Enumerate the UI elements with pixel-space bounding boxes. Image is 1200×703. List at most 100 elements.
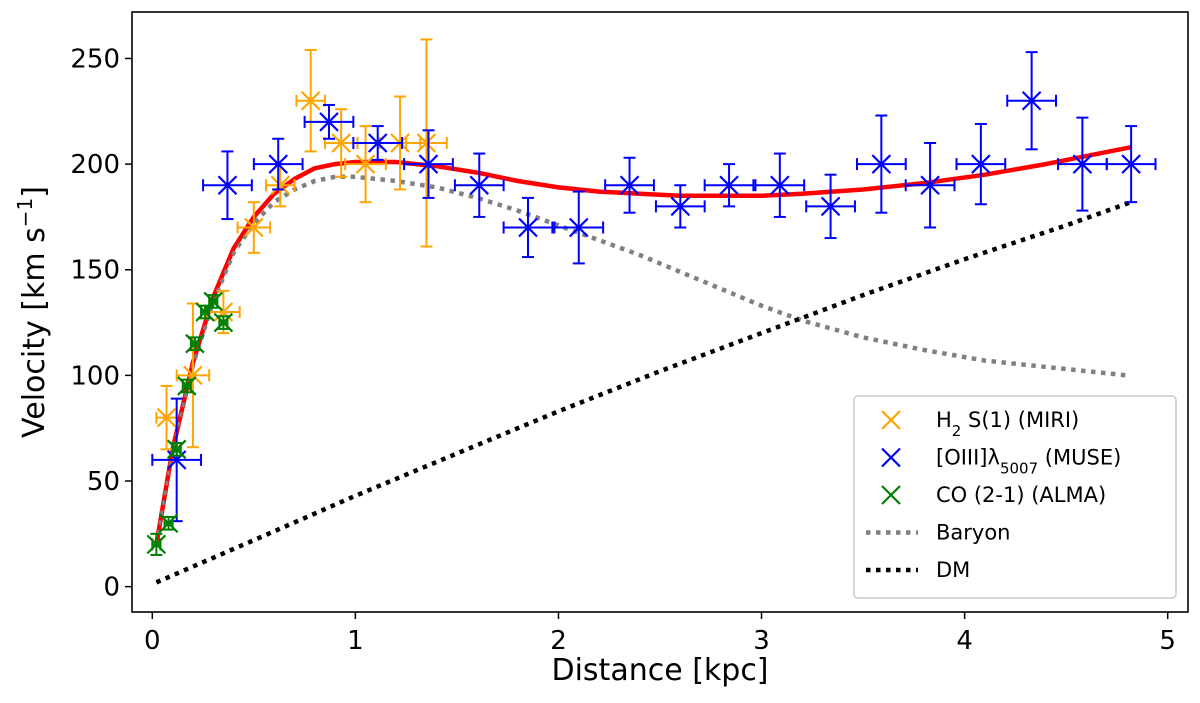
x-tick-label: 3: [753, 626, 770, 656]
legend-label: DM: [936, 558, 970, 582]
data-point: [855, 114, 907, 214]
data-point: [453, 152, 505, 218]
data-point: [166, 439, 187, 460]
y-tick-label: 50: [87, 467, 120, 497]
x-marker: [195, 302, 215, 322]
legend-label-main: CO (2-1) (ALMA): [936, 483, 1106, 507]
data-point: [553, 190, 605, 265]
legend-label-main: H: [936, 408, 952, 432]
series-h2-s-1-miri-: [155, 38, 448, 451]
x-marker: [1121, 154, 1141, 174]
data-point: [303, 103, 355, 140]
x-marker: [355, 154, 376, 174]
x-marker: [213, 312, 234, 333]
data-point: [203, 291, 224, 312]
series--oiii-5007-muse-: [151, 51, 1157, 523]
legend-label: H2 S(1) (MIRI): [936, 408, 1079, 440]
legend-marker-icon: [881, 410, 901, 430]
legend-label-rest: (MUSE): [1038, 446, 1121, 470]
data-point: [703, 163, 755, 208]
y-axis-label-sup: −1: [13, 198, 37, 227]
legend-label-sub: 2: [952, 422, 962, 440]
x-tick-label: 0: [144, 626, 161, 656]
data-point: [323, 108, 359, 178]
data-point: [213, 312, 234, 333]
data-point: [146, 532, 167, 556]
data-point: [1057, 116, 1108, 212]
x-marker: [418, 154, 439, 174]
x-marker: [568, 217, 589, 238]
x-marker: [156, 407, 177, 428]
legend-entry: CO (2-1) (ALMA): [881, 483, 1106, 507]
y-tick-label: 0: [103, 573, 120, 603]
x-marker: [146, 534, 167, 555]
data-point: [236, 201, 272, 254]
legend-label: CO (2-1) (ALMA): [936, 483, 1106, 507]
data-point: [352, 125, 404, 161]
x-marker: [158, 513, 179, 534]
y-axis-label-main: Velocity [km s: [17, 227, 52, 438]
data-point: [502, 196, 554, 259]
legend-label: Baryon: [936, 521, 1011, 545]
y-axis-label: Velocity [km s−1]: [13, 186, 52, 438]
x-marker: [971, 154, 991, 174]
legend: H2 S(1) (MIRI) [OIII]λ5007 (MUSE) CO (2-1)…: [853, 395, 1177, 599]
x-marker: [469, 175, 490, 196]
x-marker: [920, 175, 940, 196]
data-point: [604, 156, 655, 214]
data-point: [904, 141, 956, 229]
x-marker: [177, 376, 197, 396]
data-point: [405, 38, 448, 248]
x-marker: [268, 154, 288, 174]
line-baryon-overlay: [154, 222, 256, 545]
x-marker: [670, 196, 691, 217]
legend-entry: H2 S(1) (MIRI): [881, 408, 1079, 440]
line-dm: [155, 199, 1132, 585]
legend-box: [853, 395, 1177, 599]
legend-label-sub: 5007: [1000, 460, 1038, 478]
legend-entry: Baryon: [866, 521, 1011, 545]
x-marker: [416, 133, 437, 153]
data-point: [805, 173, 856, 240]
x-tick-label: 1: [347, 626, 364, 656]
y-tick-label: 150: [70, 256, 120, 286]
plot-frame: [131, 11, 1189, 613]
x-tick-label: 5: [1159, 626, 1176, 656]
legend-label-rest: S(1) (MIRI): [961, 408, 1079, 432]
data-point: [1006, 51, 1057, 151]
data-point: [1105, 125, 1157, 204]
data-point: [955, 122, 1007, 206]
x-marker: [820, 196, 841, 217]
y-axis-label-end: ]: [17, 186, 52, 198]
data-point: [202, 150, 253, 221]
x-marker: [719, 175, 739, 196]
x-tick-label: 4: [956, 626, 973, 656]
x-marker: [185, 333, 205, 354]
x-marker: [871, 154, 892, 174]
x-marker: [217, 175, 238, 196]
legend-marker-icon: [881, 447, 901, 468]
x-marker: [619, 175, 640, 196]
x-tick-label: 2: [550, 626, 567, 656]
data-point: [177, 376, 197, 396]
data-point: [654, 184, 706, 229]
x-marker: [166, 439, 187, 460]
data-points: [146, 38, 1157, 556]
x-marker: [270, 175, 291, 196]
line-total-fit: [154, 144, 1132, 545]
x-marker: [367, 133, 388, 153]
data-point: [155, 384, 178, 451]
x-marker: [518, 217, 538, 238]
legend-entry: [OIII]λ5007 (MUSE): [881, 446, 1121, 478]
x-marker: [319, 112, 339, 132]
x-axis-label: Distance [kpc]: [551, 653, 768, 688]
data-point: [252, 137, 304, 191]
y-tick-label: 100: [70, 361, 120, 391]
y-tick-label: 250: [70, 44, 120, 74]
x-marker: [1072, 154, 1093, 174]
y-tick-label: 200: [70, 150, 120, 180]
x-marker: [244, 217, 264, 238]
x-marker: [300, 90, 321, 111]
